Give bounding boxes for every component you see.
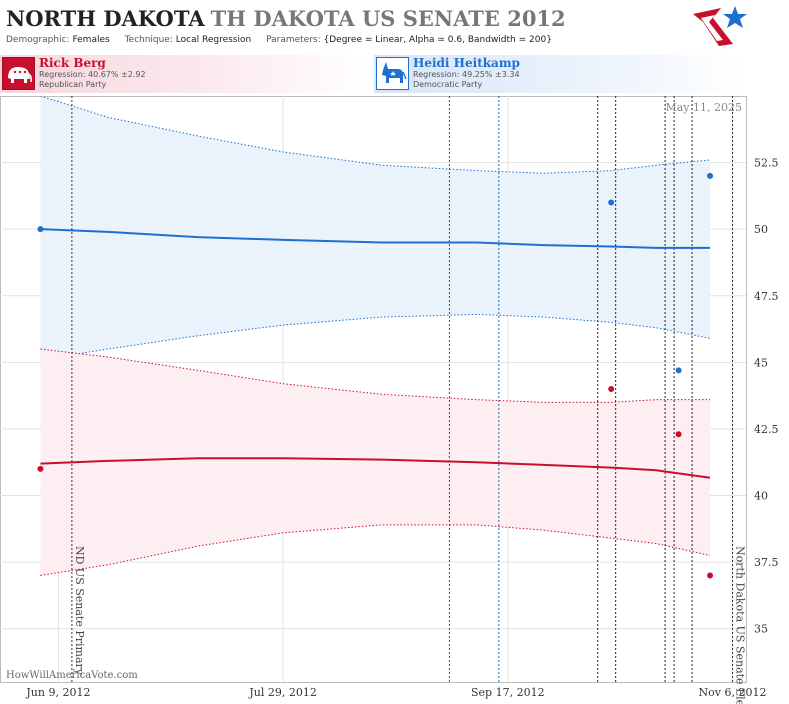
x-tick-label: Nov 6, 2012 (699, 686, 767, 699)
parameters-value: {Degree = Linear, Alpha = 0.6, Bandwidth… (323, 35, 552, 45)
demographic-label: Demographic: (6, 35, 70, 45)
confidence-band (40, 96, 711, 360)
parameters-label: Parameters: (266, 35, 321, 45)
candidate-party: Democratic Party (413, 80, 483, 89)
candidate-regression: Regression: 40.67% ±2.92 (39, 70, 146, 79)
page-title: NORTH DAKOTA TH DAKOTA US SENATE 2012 (6, 6, 566, 34)
poll-points (37, 172, 714, 579)
candidate-party: Republican Party (39, 80, 107, 89)
event-label: ND US Senate Primary (73, 546, 86, 676)
poll-point (675, 431, 682, 438)
site-logo-icon (693, 6, 747, 46)
candidate-card-rick-berg: Rick Berg Regression: 40.67% ±2.92 Repub… (0, 55, 372, 93)
y-tick-label: 37.5 (754, 556, 779, 569)
lower-bound-line (40, 313, 711, 361)
x-tick-label: Sep 17, 2012 (471, 686, 545, 699)
x-tick-label: Jun 9, 2012 (25, 686, 90, 699)
candidate-name: Heidi Heitkamp (413, 56, 520, 70)
y-tick-label: 35 (754, 623, 768, 636)
y-tick-label: 42.5 (754, 423, 779, 436)
poll-point (37, 226, 44, 233)
demographic-value: Females (72, 35, 110, 45)
poll-date-lines: ND US Senate Primary North Dakota US Sena… (71, 96, 747, 704)
democratic-donkey-icon (376, 57, 409, 90)
poll-point (707, 572, 714, 579)
event-label: North Dakota US Senate Election (734, 546, 747, 704)
poll-point (707, 172, 714, 179)
poll-point (37, 465, 44, 472)
poll-point (608, 386, 615, 392)
poll-point (675, 367, 682, 374)
upper-bound-line (40, 348, 711, 403)
parameters-row: Demographic: Females Technique: Local Re… (6, 35, 564, 45)
lower-bound-line (40, 524, 711, 576)
y-tick-label: 47.5 (754, 290, 779, 303)
technique-label: Technique: (124, 35, 173, 45)
candidate-name: Rick Berg (39, 56, 106, 70)
date-stamp: May 11, 2025 (665, 101, 742, 114)
title-state: NORTH DAKOTA (6, 6, 205, 31)
candidate-regression: Regression: 49.25% ±3.34 (413, 70, 520, 79)
series-lines (40, 228, 711, 479)
upper-bound-line (40, 96, 711, 174)
poll-point (608, 199, 615, 206)
y-tick-label: 40 (754, 490, 768, 503)
axis-labels: 35 37.5 40 42.5 45 47.5 50 52.5 Jun 9, 2012 Jul 2… (25, 157, 778, 699)
confidence-band (40, 349, 711, 576)
y-tick-label: 45 (754, 356, 768, 369)
trend-line (40, 228, 711, 249)
confidence-bands (40, 96, 711, 576)
regression-chart: ND US Senate Primary North Dakota US Sena… (0, 96, 779, 704)
y-tick-label: 50 (754, 223, 768, 236)
y-tick-label: 52.5 (754, 157, 779, 170)
title-race: TH DAKOTA US SENATE 2012 (210, 6, 566, 31)
watermark: HowWillAmericaVote.com (6, 670, 138, 681)
technique-value: Local Regression (175, 35, 252, 45)
candidate-card-heidi-heitkamp: Heidi Heitkamp Regression: 49.25% ±3.34 … (374, 55, 746, 93)
x-tick-label: Jul 29, 2012 (248, 686, 317, 699)
trend-line (40, 457, 711, 479)
republican-elephant-icon (2, 57, 35, 90)
